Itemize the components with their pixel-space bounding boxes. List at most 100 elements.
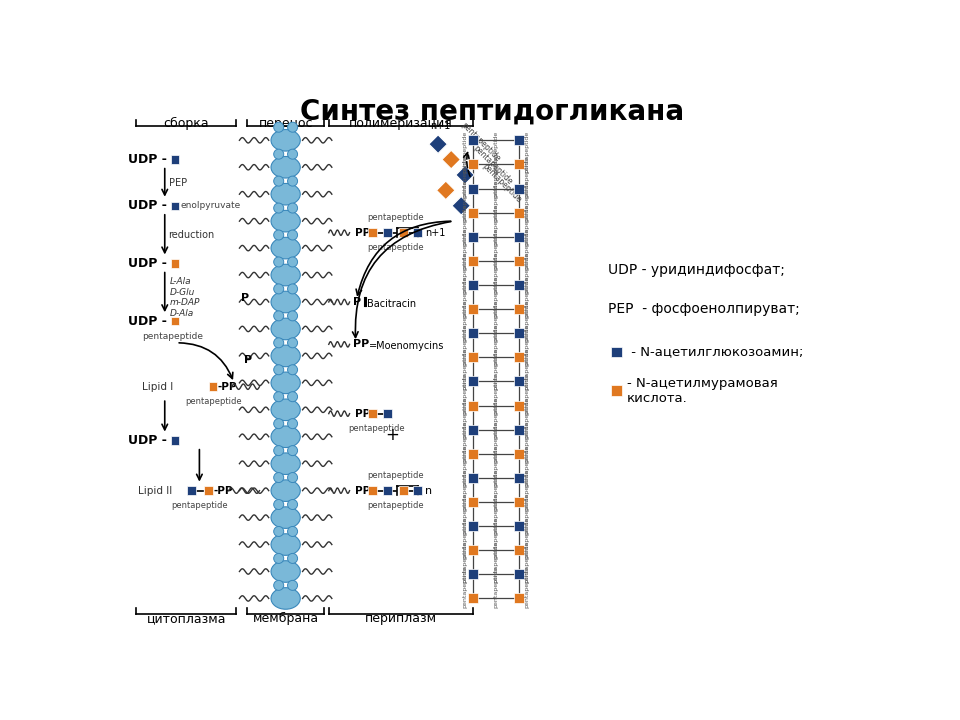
Bar xyxy=(468,280,478,290)
Text: pentapeptide: pentapeptide xyxy=(463,324,468,366)
Bar xyxy=(468,449,478,459)
Text: L-Ala
D-Glu
m-DAP
D-Ala: L-Ala D-Glu m-DAP D-Ala xyxy=(170,277,201,318)
Text: pentapeptide: pentapeptide xyxy=(493,228,498,270)
Text: pentapeptide: pentapeptide xyxy=(524,517,529,559)
Text: pentapeptide: pentapeptide xyxy=(171,501,228,510)
Ellipse shape xyxy=(288,365,298,375)
Bar xyxy=(514,545,524,555)
Bar xyxy=(468,521,478,531)
Bar xyxy=(514,232,524,242)
Bar xyxy=(514,352,524,362)
Ellipse shape xyxy=(274,418,284,428)
Bar xyxy=(514,159,524,169)
Text: pentapeptide: pentapeptide xyxy=(463,493,468,535)
Ellipse shape xyxy=(288,176,298,186)
Ellipse shape xyxy=(274,230,284,240)
Ellipse shape xyxy=(288,284,298,294)
Bar xyxy=(413,228,421,237)
Text: - N-ацетилглюкозоамин;: - N-ацетилглюкозоамин; xyxy=(627,346,804,359)
Bar xyxy=(171,156,179,163)
Text: pentapeptide: pentapeptide xyxy=(524,324,529,366)
Text: pentapeptide: pentapeptide xyxy=(493,517,498,559)
Ellipse shape xyxy=(288,203,298,213)
Ellipse shape xyxy=(288,122,298,132)
Text: pentapeptide: pentapeptide xyxy=(493,445,498,487)
Polygon shape xyxy=(456,166,474,184)
Text: pentapeptide: pentapeptide xyxy=(348,424,405,433)
Ellipse shape xyxy=(274,311,284,321)
Text: pentapeptide: pentapeptide xyxy=(524,179,529,222)
Text: pentapeptide: pentapeptide xyxy=(493,204,498,246)
Text: pentapeptide: pentapeptide xyxy=(463,397,468,438)
Ellipse shape xyxy=(288,580,298,590)
Polygon shape xyxy=(429,135,447,153)
Text: pentapeptide: pentapeptide xyxy=(493,565,498,608)
Text: pentapeptide: pentapeptide xyxy=(493,300,498,342)
Text: UDP -: UDP - xyxy=(129,257,167,270)
Text: Lipid II: Lipid II xyxy=(138,486,172,495)
Text: pentapeptide: pentapeptide xyxy=(463,228,468,270)
Text: pentapeptide: pentapeptide xyxy=(368,471,424,480)
Ellipse shape xyxy=(274,472,284,482)
Text: UDP -: UDP - xyxy=(129,434,167,447)
Bar xyxy=(468,425,478,435)
Text: перенос: перенос xyxy=(258,117,313,130)
Text: pentapeptide: pentapeptide xyxy=(524,228,529,270)
Text: PEP  - фосфоенолпируват;: PEP - фосфоенолпируват; xyxy=(608,302,800,316)
Text: PP-: PP- xyxy=(355,486,374,495)
Text: pentapeptide: pentapeptide xyxy=(463,204,468,246)
Text: pentapeptide: pentapeptide xyxy=(493,276,498,318)
Text: pentapeptide: pentapeptide xyxy=(493,397,498,438)
Bar xyxy=(383,487,392,495)
Text: pentapeptide: pentapeptide xyxy=(524,565,529,608)
Bar xyxy=(399,228,408,237)
Text: сборка: сборка xyxy=(163,117,209,130)
Ellipse shape xyxy=(271,156,300,178)
Ellipse shape xyxy=(271,426,300,448)
Bar xyxy=(369,487,377,495)
Text: pentapeptide: pentapeptide xyxy=(524,276,529,318)
Text: pentapeptide: pentapeptide xyxy=(463,565,468,608)
Text: PEP: PEP xyxy=(169,178,187,188)
Text: pentapeptide: pentapeptide xyxy=(524,300,529,342)
Bar xyxy=(514,570,524,580)
Bar xyxy=(468,184,478,194)
Bar xyxy=(468,232,478,242)
Text: pentapeptide: pentapeptide xyxy=(493,493,498,535)
Bar xyxy=(468,135,478,145)
Text: полимеризация: полимеризация xyxy=(348,117,452,130)
Text: Синтез пептидогликана: Синтез пептидогликана xyxy=(300,98,684,126)
Bar xyxy=(171,317,179,325)
Ellipse shape xyxy=(274,365,284,375)
Ellipse shape xyxy=(288,500,298,510)
Ellipse shape xyxy=(288,311,298,321)
Bar xyxy=(171,202,179,210)
Ellipse shape xyxy=(271,534,300,555)
Text: UDP - уридиндифосфат;: UDP - уридиндифосфат; xyxy=(608,264,784,277)
Ellipse shape xyxy=(288,338,298,348)
Ellipse shape xyxy=(271,210,300,232)
Text: -PP: -PP xyxy=(218,382,237,392)
Text: pentapeptide: pentapeptide xyxy=(493,131,498,174)
Bar xyxy=(468,545,478,555)
Bar xyxy=(369,410,377,418)
Text: n+1: n+1 xyxy=(425,228,445,238)
Text: UDP -: UDP - xyxy=(129,199,167,212)
Bar xyxy=(468,256,478,266)
Text: pentapeptide: pentapeptide xyxy=(142,332,203,341)
Text: Lipid I: Lipid I xyxy=(142,382,173,392)
Text: pentapeptide: pentapeptide xyxy=(459,120,502,163)
Text: pentapeptide: pentapeptide xyxy=(524,493,529,535)
Ellipse shape xyxy=(271,130,300,151)
Ellipse shape xyxy=(274,149,284,159)
Text: pentapeptide: pentapeptide xyxy=(493,372,498,415)
Text: =Moenomycins: =Moenomycins xyxy=(369,341,444,351)
Bar xyxy=(369,228,377,237)
Ellipse shape xyxy=(271,561,300,582)
Bar xyxy=(413,487,421,495)
Text: P: P xyxy=(244,355,252,365)
Bar xyxy=(514,304,524,314)
Bar xyxy=(383,410,392,418)
Ellipse shape xyxy=(288,418,298,428)
Bar xyxy=(187,487,196,495)
